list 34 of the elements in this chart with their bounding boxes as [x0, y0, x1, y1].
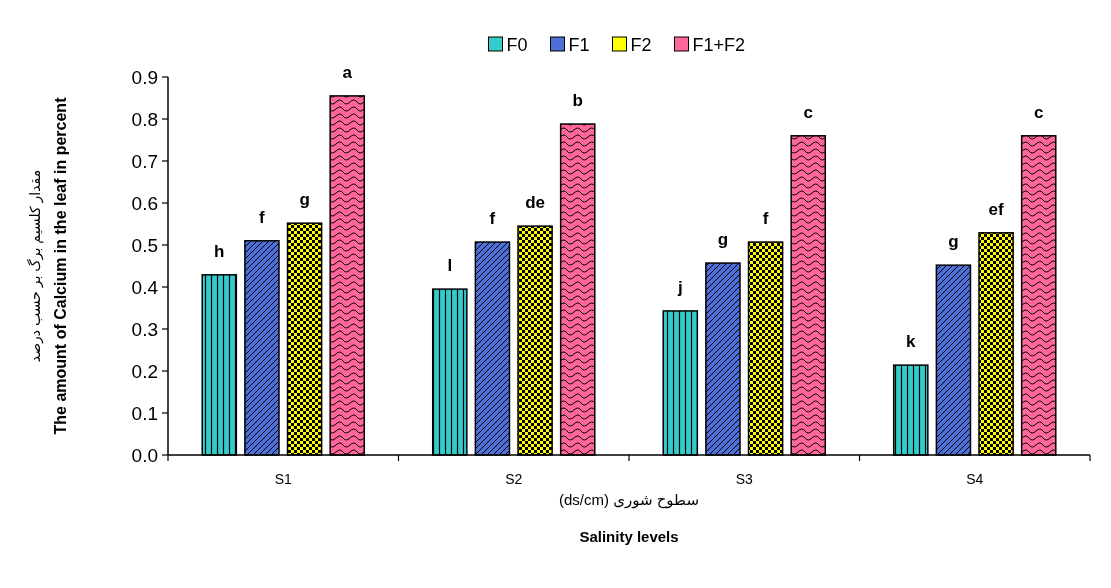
data-label: k — [906, 332, 917, 352]
x-tick-label: S3 — [735, 471, 754, 487]
x-tick-label: S1 — [274, 471, 293, 487]
y-tick-label: 0.8 — [131, 109, 158, 130]
data-label: ef — [988, 199, 1004, 219]
data-label: f — [489, 209, 496, 229]
data-label: a — [342, 62, 353, 82]
x-tick-label: S4 — [966, 471, 984, 487]
data-label: h — [214, 241, 225, 261]
y-tick-label: 0.1 — [131, 403, 158, 424]
legend-label: F1+F2 — [692, 35, 746, 55]
data-label: f — [259, 207, 266, 227]
y-tick-label: 0.6 — [131, 193, 158, 214]
legend-label: F0 — [506, 35, 528, 55]
data-label: c — [803, 102, 813, 122]
data-label: l — [447, 256, 453, 276]
data-label: g — [717, 230, 729, 250]
data-label: f — [762, 209, 769, 229]
y-tick-label: 0.7 — [131, 151, 158, 172]
y-tick-label: 0.2 — [131, 361, 158, 382]
y-tick-label: 0.0 — [131, 445, 158, 466]
data-label: c — [1033, 102, 1044, 122]
data-label: b — [572, 91, 583, 111]
legend-label: F1 — [568, 35, 590, 55]
x-tick-label: S2 — [505, 471, 523, 487]
data-label: j — [676, 277, 683, 297]
y-tick-label: 0.3 — [131, 319, 158, 340]
legend-label: F2 — [630, 35, 652, 55]
data-label: g — [299, 190, 310, 210]
y-tick-label: 0.5 — [131, 235, 158, 256]
data-label: g — [948, 232, 959, 252]
data-label: de — [525, 193, 545, 213]
y-tick-label: 0.4 — [131, 277, 159, 298]
y-tick-label: 0.9 — [131, 67, 158, 88]
